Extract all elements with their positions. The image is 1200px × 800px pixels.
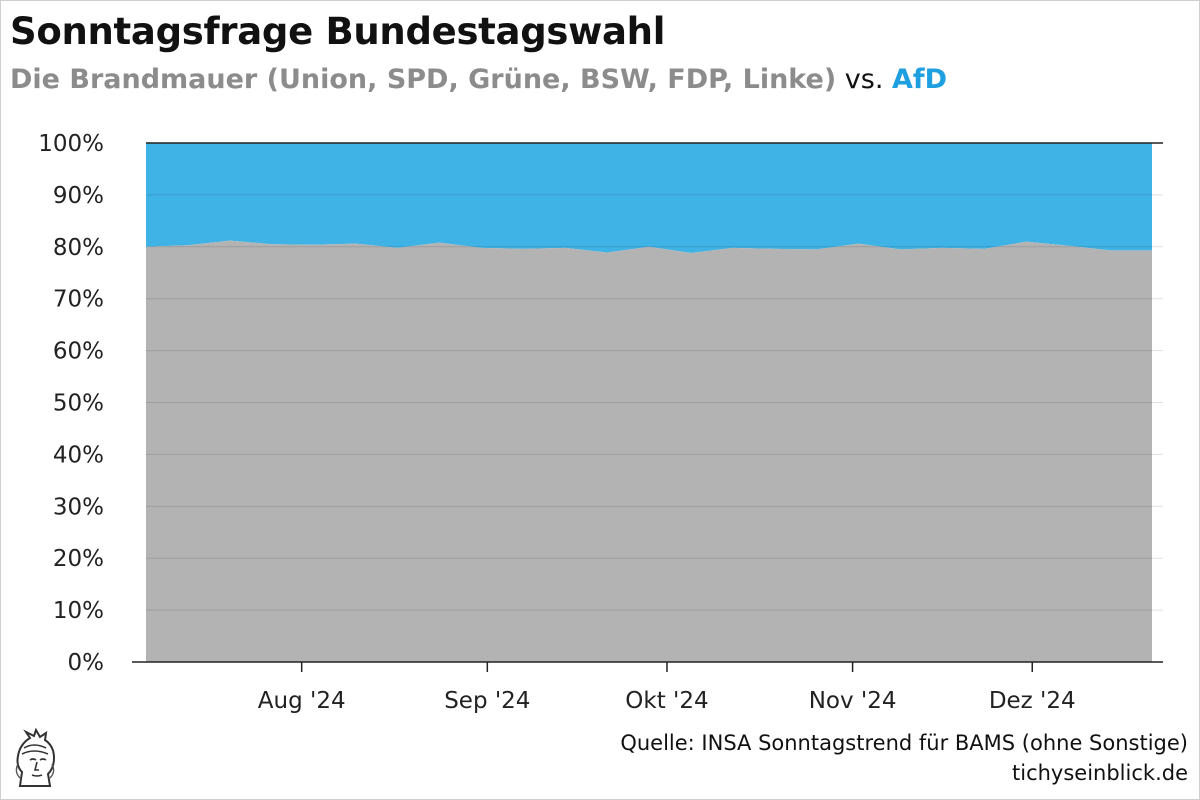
y-tick-label: 10%: [53, 598, 104, 624]
series-area-brandmauer: [146, 240, 1152, 662]
subtitle-vs: vs.: [844, 64, 884, 95]
source-note: Quelle: INSA Sonntagstrend für BAMS (ohn…: [620, 731, 1188, 755]
subtitle-afd: AfD: [892, 64, 948, 95]
y-tick-label: 100%: [38, 131, 104, 157]
series-area-afd: [146, 143, 1152, 254]
y-tick-label: 30%: [53, 494, 104, 520]
y-tick-label: 80%: [53, 235, 104, 261]
subtitle-brandmauer: Die Brandmauer (Union, SPD, Grüne, BSW, …: [10, 64, 837, 95]
chart-title: Sonntagsfrage Bundestagswahl: [10, 10, 666, 53]
tichys-einblick-head-logo-icon: [10, 727, 60, 794]
chart-subtitle: Die Brandmauer (Union, SPD, Grüne, BSW, …: [10, 64, 947, 95]
site-credit: tichyseinblick.de: [1012, 761, 1188, 785]
y-tick-label: 20%: [53, 546, 104, 572]
x-tick-label: Okt '24: [625, 688, 708, 714]
y-tick-label: 40%: [53, 442, 104, 468]
x-tick-label: Dez '24: [989, 688, 1076, 714]
y-tick-label: 60%: [53, 339, 104, 365]
y-tick-label: 0%: [68, 650, 105, 676]
x-tick-label: Sep '24: [444, 688, 530, 714]
y-tick-label: 90%: [53, 183, 104, 209]
y-tick-label: 70%: [53, 287, 104, 313]
y-tick-label: 50%: [53, 391, 104, 417]
x-tick-label: Aug '24: [258, 688, 346, 714]
x-tick-label: Nov '24: [809, 688, 897, 714]
